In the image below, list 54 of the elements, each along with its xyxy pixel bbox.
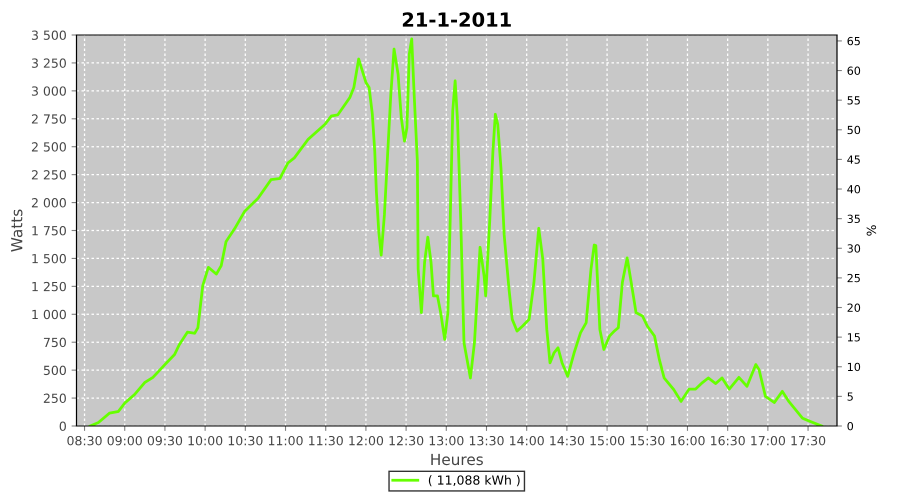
y-tick-label: 750 (44, 338, 66, 348)
x-tick-label: 09:00 (108, 436, 142, 446)
y2-axis-title: % (866, 225, 876, 236)
x-tick-label: 09:30 (148, 436, 182, 446)
y2-tick-label: 5 (848, 392, 853, 401)
y2-tick-label: 20 (848, 303, 860, 312)
y2-tick-label: 60 (848, 66, 860, 75)
x-tick-label: 14:00 (510, 436, 544, 446)
x-tick-label: 13:30 (470, 436, 504, 446)
y-axis-title: Watts (11, 210, 22, 252)
x-tick-label: 17:30 (791, 436, 826, 446)
x-tick-label: 16:30 (711, 436, 745, 446)
y-tick-label: 500 (44, 366, 66, 376)
y-tick-label: 2 500 (32, 142, 66, 152)
y-tick-label: 3 250 (32, 58, 66, 68)
y-tick-label: 250 (44, 394, 66, 403)
x-tick-label: 12:00 (349, 436, 384, 446)
y2-tick-label: 25 (848, 274, 860, 282)
y-tick-label: 0 (60, 421, 66, 431)
y2-tick-label: 0 (847, 422, 854, 430)
x-tick-label: 12:30 (389, 436, 424, 446)
x-tick-label: 16:00 (670, 436, 705, 446)
x-tick-label: 10:00 (188, 436, 222, 446)
x-tick-label: 08:30 (67, 436, 102, 446)
line-series (88, 38, 824, 426)
y2-tick-label: 55 (848, 96, 860, 105)
x-tick-label: 11:00 (268, 436, 303, 446)
x-tick-label: 15:30 (630, 436, 664, 446)
x-tick-label: 14:30 (550, 436, 584, 446)
y-tick-label: 2 250 (32, 170, 66, 180)
x-tick-label: 11:30 (309, 436, 343, 446)
y-tick-label: 2 750 (32, 114, 66, 124)
legend-label: ( 11,088 kWh ) (428, 475, 520, 486)
y-tick-label: 1 250 (32, 282, 66, 292)
y2-tick-label: 40 (847, 185, 860, 194)
x-tick-label: 13:00 (430, 436, 464, 446)
y2-tick-label: 50 (848, 126, 860, 134)
y-tick-label: 1 500 (32, 254, 66, 264)
y-tick-label: 3 000 (32, 86, 66, 96)
x-tick-label: 15:00 (590, 436, 624, 446)
y2-tick-label: 35 (848, 214, 860, 224)
y2-tick-label: 45 (847, 156, 860, 164)
x-axis-title: Heures (431, 454, 483, 466)
y2-tick-label: 30 (848, 244, 860, 253)
y-tick-label: 3 500 (32, 30, 66, 40)
x-tick-label: 10:30 (228, 436, 263, 446)
y-tick-label: 2 000 (32, 198, 66, 208)
chart-title: 21-1-2011 (402, 12, 511, 27)
y2-tick-label: 15 (848, 333, 860, 342)
y-tick-label: 1 000 (32, 310, 66, 320)
y-tick-label: 1 750 (32, 226, 66, 236)
y2-tick-label: 10 (848, 362, 860, 372)
y2-tick-label: 65 (848, 36, 860, 46)
x-tick-label: 17:00 (751, 436, 786, 446)
